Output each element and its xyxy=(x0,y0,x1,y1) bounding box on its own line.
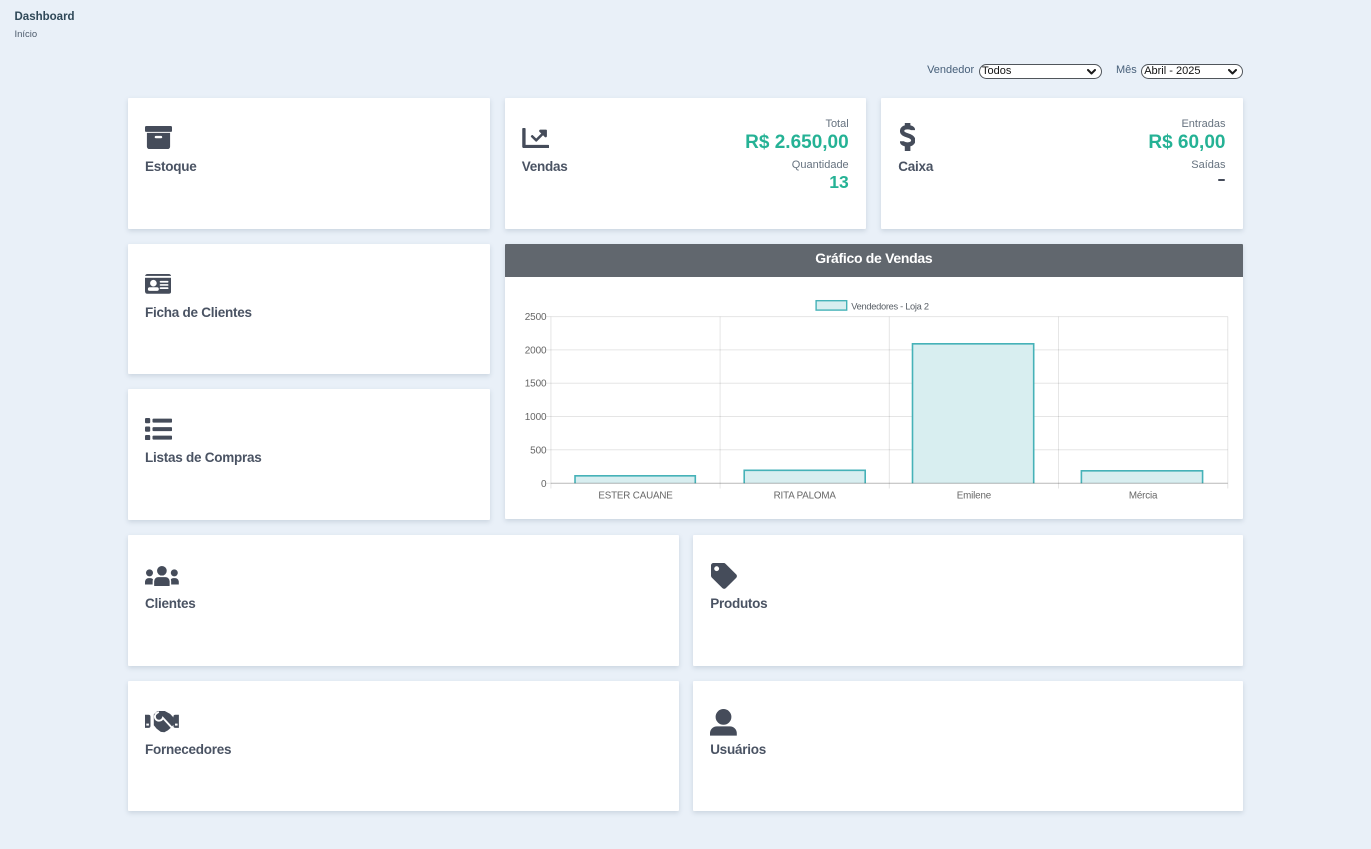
svg-text:Emilene: Emilene xyxy=(956,490,990,501)
svg-text:1000: 1000 xyxy=(524,412,546,423)
svg-text:Vendedores - Loja 2: Vendedores - Loja 2 xyxy=(851,301,929,311)
svg-text:500: 500 xyxy=(530,445,547,456)
svg-text:ESTER CAUANE: ESTER CAUANE xyxy=(598,490,673,501)
svg-text:0: 0 xyxy=(541,479,547,490)
svg-text:2000: 2000 xyxy=(524,345,546,356)
svg-text:2500: 2500 xyxy=(524,312,546,323)
svg-text:Mércia: Mércia xyxy=(1129,490,1158,501)
svg-text:1500: 1500 xyxy=(524,379,546,390)
svg-text:RITA PALOMA: RITA PALOMA xyxy=(773,490,836,501)
